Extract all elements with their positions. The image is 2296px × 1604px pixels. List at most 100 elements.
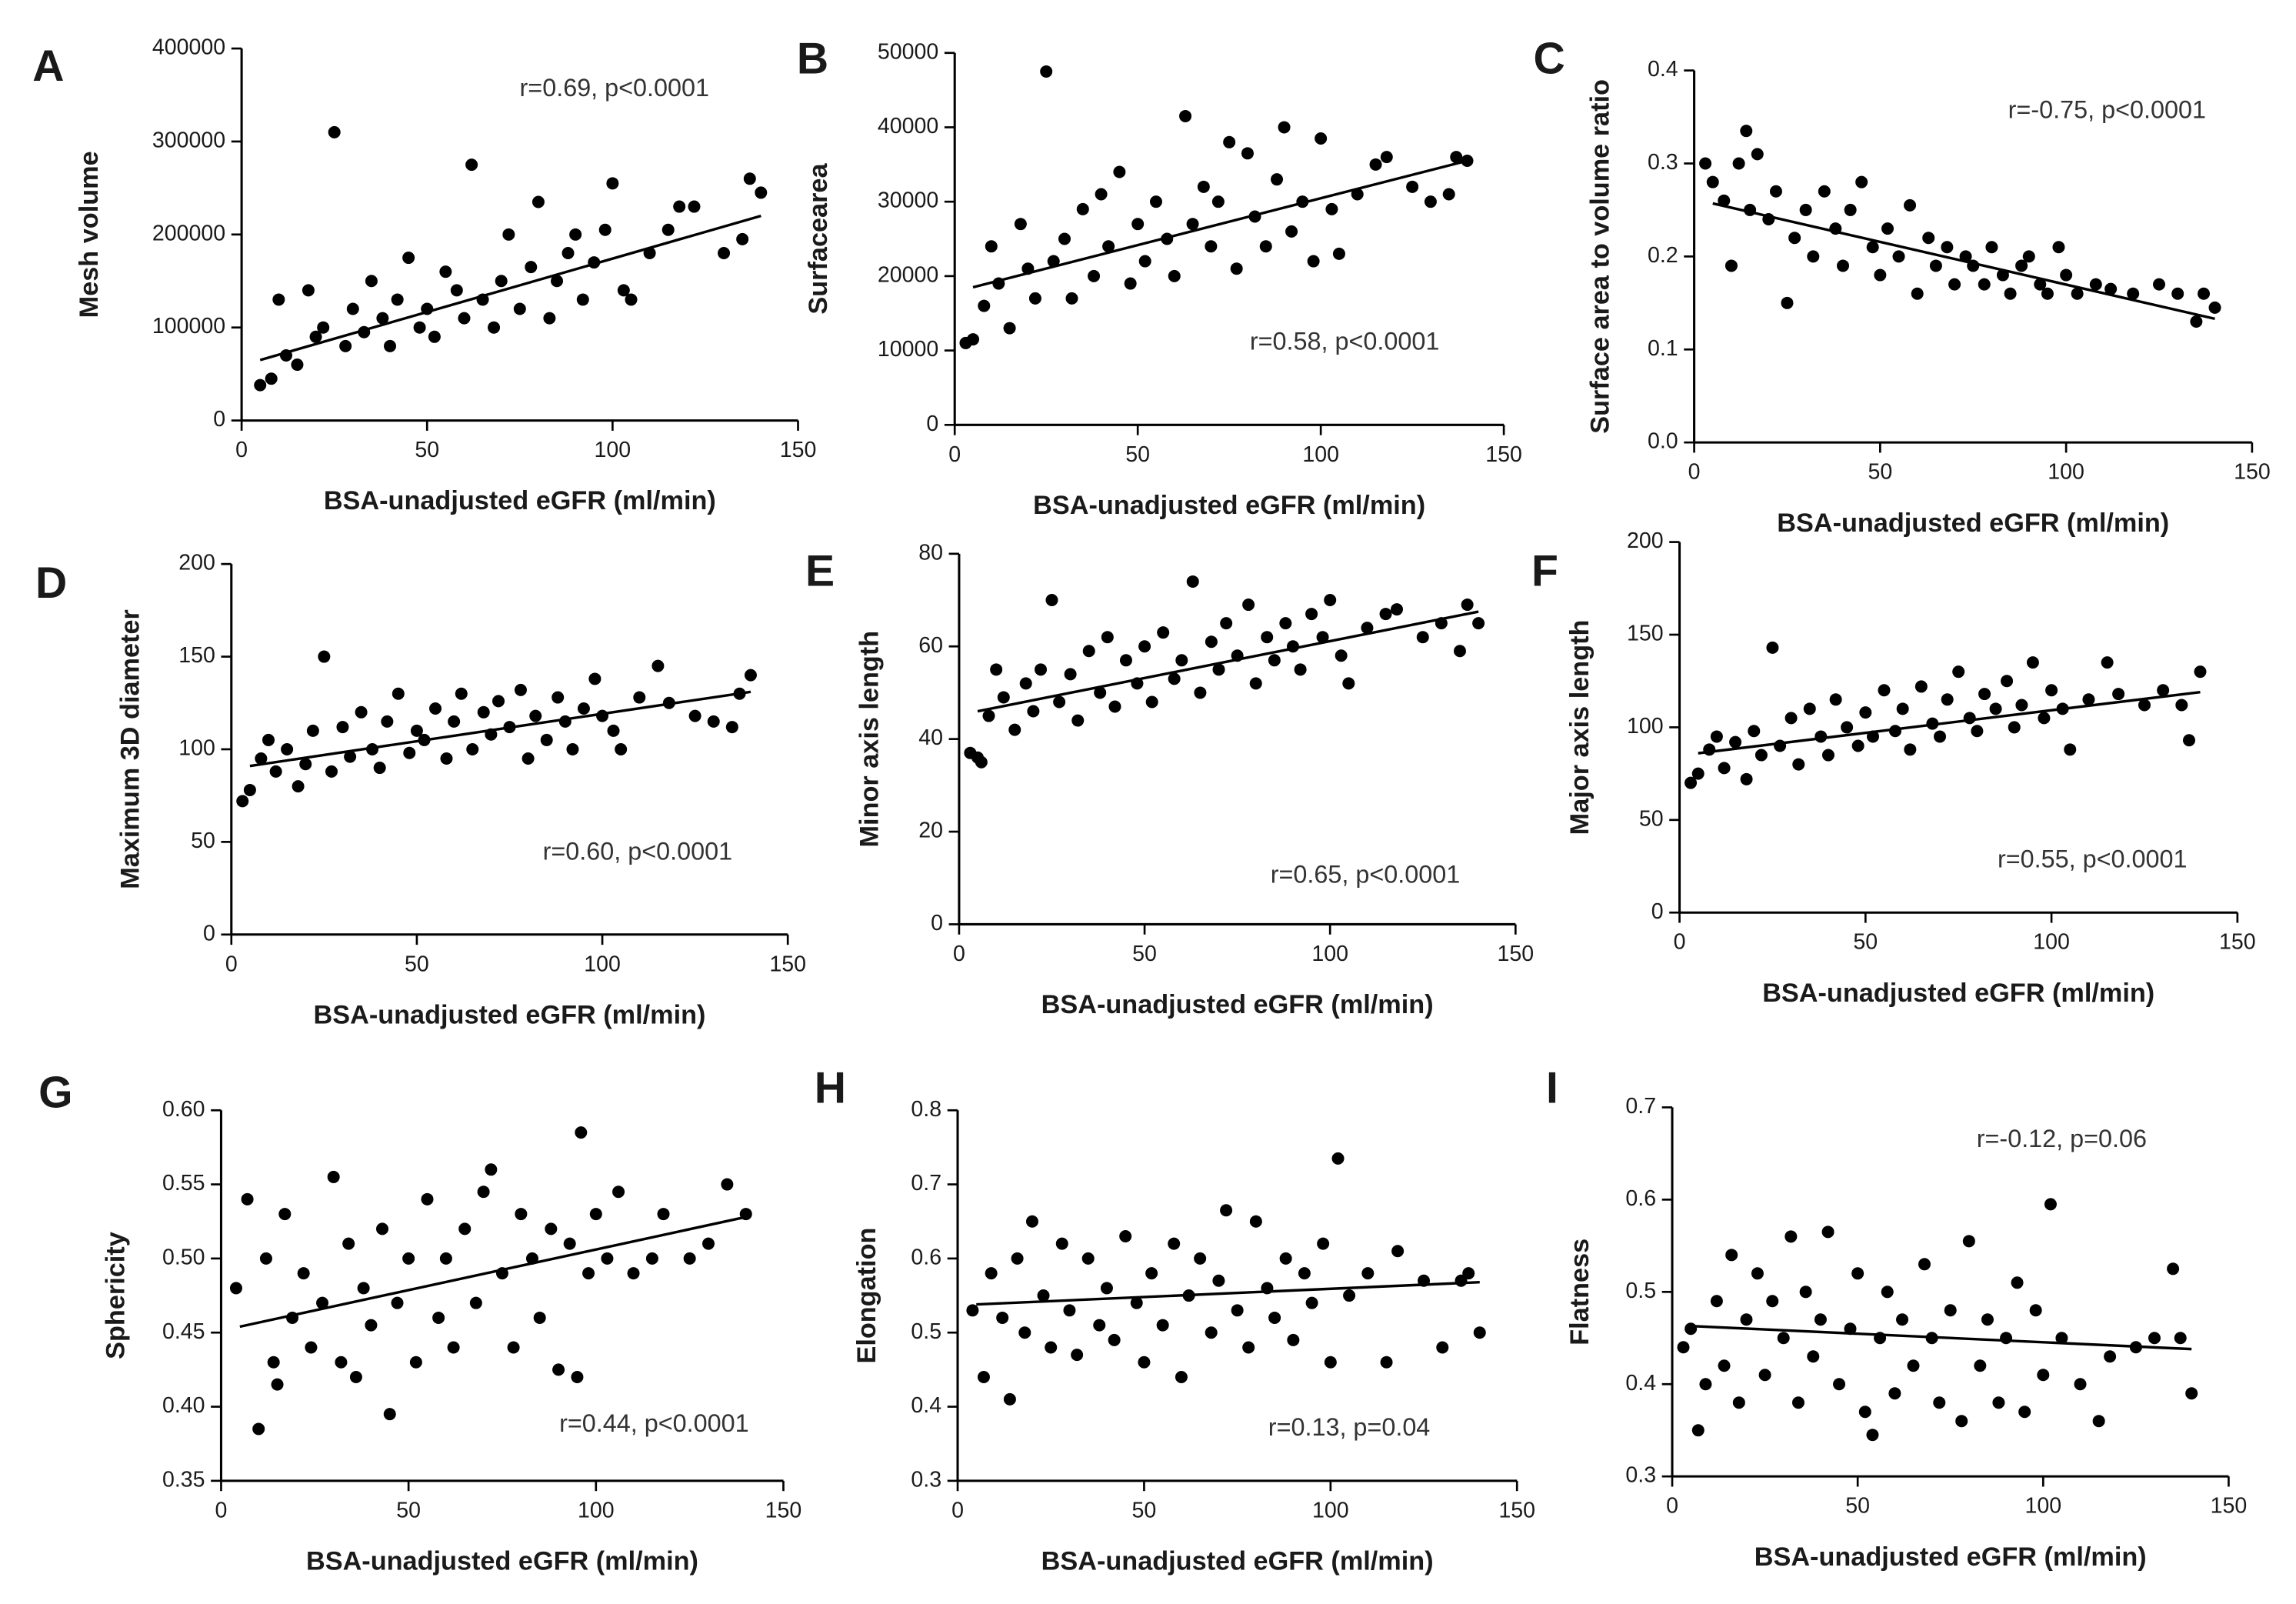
- data-point: [265, 372, 278, 385]
- data-point: [297, 1267, 310, 1280]
- data-point: [450, 284, 463, 297]
- data-point: [2015, 259, 2028, 272]
- annotation: r=0.13, p=0.04: [1268, 1413, 1431, 1441]
- data-point: [335, 1356, 348, 1369]
- y-tick-label: 50: [191, 829, 215, 853]
- x-tick-label: 50: [396, 1498, 421, 1522]
- data-point: [1904, 198, 1917, 212]
- data-point: [1331, 1152, 1345, 1165]
- y-tick-label: 400000: [152, 35, 225, 60]
- data-point: [1453, 645, 1466, 658]
- data-point: [1724, 259, 1738, 272]
- x-axis-label: BSA-unadjusted eGFR (ml/min): [314, 1000, 706, 1029]
- y-tick-label: 40: [918, 725, 943, 750]
- data-point: [1145, 1267, 1158, 1280]
- data-point: [2001, 675, 2014, 688]
- data-point: [1706, 175, 1719, 188]
- data-point: [1904, 743, 1917, 756]
- data-point: [259, 1252, 272, 1265]
- data-point: [1740, 1313, 1753, 1326]
- x-tick-label: 100: [2033, 930, 2070, 955]
- data-point: [1391, 1245, 1405, 1258]
- data-point: [1725, 1249, 1738, 1262]
- annotation: r=0.69, p<0.0001: [520, 74, 710, 102]
- data-point: [1055, 1237, 1068, 1250]
- data-point: [1807, 250, 1820, 263]
- data-point: [1335, 649, 1348, 662]
- data-point: [1249, 677, 1262, 690]
- data-point: [1803, 702, 1816, 715]
- y-tick-label: 200: [1627, 529, 1664, 553]
- data-point: [469, 1296, 482, 1309]
- data-point: [2004, 287, 2017, 300]
- data-point: [316, 1296, 329, 1309]
- y-tick-label: 150: [178, 643, 215, 668]
- y-tick-label: 0.5: [911, 1319, 941, 1344]
- y-tick-label: 0.50: [162, 1245, 205, 1269]
- data-point: [492, 695, 505, 708]
- x-tick-label: 150: [780, 438, 817, 462]
- data-point: [2008, 721, 2021, 734]
- data-point: [381, 715, 394, 728]
- data-point: [1220, 1204, 1233, 1217]
- data-point: [1703, 743, 1716, 756]
- data-point: [1799, 203, 1812, 216]
- y-tick-label: 0.7: [1625, 1094, 1656, 1119]
- y-axis-label: Sphericity: [101, 1232, 130, 1359]
- x-tick-label: 150: [1498, 942, 1535, 966]
- data-point: [1047, 255, 1060, 268]
- data-point: [1259, 240, 1272, 253]
- data-point: [529, 709, 542, 722]
- data-point: [336, 721, 349, 734]
- data-point: [1963, 712, 1976, 725]
- data-point: [229, 1282, 242, 1295]
- data-point: [1978, 688, 1991, 701]
- data-point: [1175, 654, 1188, 667]
- data-point: [2101, 656, 2114, 669]
- data-point: [514, 683, 527, 696]
- data-point: [1844, 1322, 1857, 1336]
- data-point: [1197, 180, 1210, 193]
- trend-line: [976, 1280, 1480, 1306]
- data-point: [2052, 241, 2065, 254]
- data-point: [1888, 1387, 1901, 1400]
- data-point: [1442, 188, 1455, 201]
- data-point: [1156, 1319, 1169, 1332]
- data-point: [1261, 631, 1274, 644]
- annotation: r=-0.12, p=0.06: [1977, 1125, 2147, 1152]
- data-point: [447, 1341, 460, 1354]
- y-tick-label: 0.7: [911, 1171, 941, 1195]
- data-point: [743, 172, 756, 185]
- data-point: [1037, 1289, 1050, 1302]
- data-point: [1851, 739, 1864, 752]
- data-point: [428, 330, 441, 343]
- data-point: [1751, 148, 1764, 161]
- data-point: [1008, 723, 1021, 736]
- data-point: [1130, 1296, 1143, 1309]
- data-point: [309, 330, 322, 343]
- data-point: [488, 321, 501, 334]
- data-point: [1003, 1392, 1016, 1406]
- data-point: [1974, 1359, 1987, 1372]
- data-point: [241, 1192, 254, 1206]
- data-point: [1807, 1350, 1820, 1363]
- data-point: [1231, 1304, 1244, 1317]
- data-point: [1249, 1215, 1262, 1228]
- data-point: [291, 358, 304, 372]
- data-point: [1944, 1304, 1957, 1317]
- data-point: [1071, 1349, 1084, 1362]
- y-tick-label: 0.0: [1648, 429, 1678, 454]
- data-point: [2138, 699, 2151, 712]
- data-point: [1305, 1296, 1318, 1309]
- data-point: [342, 1237, 355, 1250]
- panel-letter: A: [32, 42, 64, 91]
- data-point: [1758, 1369, 1771, 1382]
- trend-line: [1698, 690, 2201, 755]
- data-point: [1332, 247, 1345, 260]
- data-point: [744, 669, 757, 682]
- data-point: [1981, 1313, 1994, 1326]
- data-point: [688, 200, 701, 213]
- data-point: [403, 746, 416, 759]
- data-point: [1324, 594, 1337, 607]
- y-tick-label: 80: [918, 540, 943, 565]
